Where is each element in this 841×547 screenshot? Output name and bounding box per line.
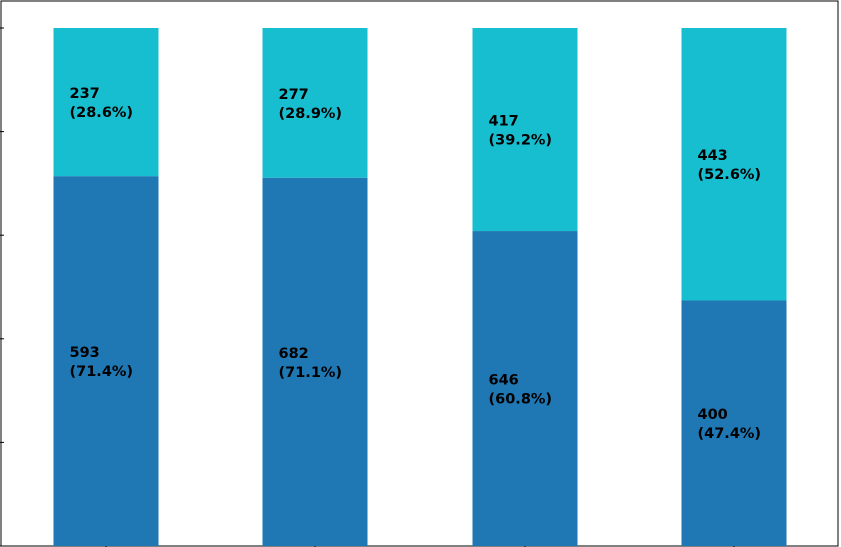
data-label-top-4: 443 (52.6%) <box>698 148 762 183</box>
data-label-top-3: 417 (39.2%) <box>489 114 553 149</box>
data-label-bottom-3: 646 (60.8%) <box>489 373 553 408</box>
bar-segment-top-4 <box>681 28 787 301</box>
bar-segment-bottom-3 <box>472 231 578 546</box>
data-label-top-1: 237 (28.6%) <box>70 86 134 121</box>
bars-group <box>53 28 787 546</box>
data-label-top-2: 277 (28.9%) <box>279 87 343 122</box>
bar-segment-top-2 <box>262 28 368 178</box>
data-label-bottom-4: 400 (47.4%) <box>698 407 762 442</box>
bar-segment-top-1 <box>53 28 159 177</box>
data-label-bottom-2: 682 (71.1%) <box>279 346 343 381</box>
bar-segment-bottom-4 <box>681 300 787 546</box>
bar-segment-bottom-2 <box>262 177 368 546</box>
data-labels-group: 593 (71.4%) 237 (28.6%) 682 (71.1%) 277 (28.9%)… <box>70 86 762 442</box>
data-label-bottom-1: 593 (71.4%) <box>70 345 134 380</box>
bar-segment-top-3 <box>472 28 578 232</box>
bar-segment-bottom-1 <box>53 176 159 546</box>
